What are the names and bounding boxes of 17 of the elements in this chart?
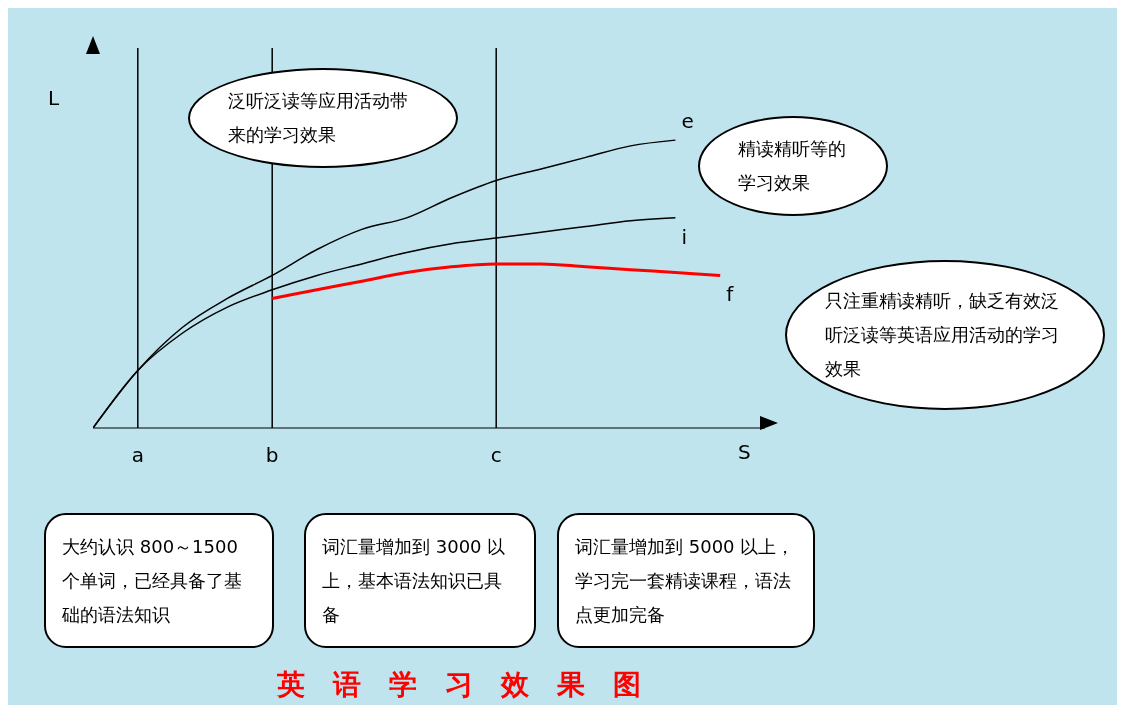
series-label: e [681,109,694,134]
annotation: 精读精听等的学习效果 [738,137,847,195]
annotation: 泛听泛读等应用活动带来的学习效果 [228,89,409,147]
speech-bubble: 词汇量增加到 3000 以上，基本语法知识已具备 [304,513,536,648]
speech-bubble: 大约认识 800～1500 个单词，已经具备了基础的语法知识 [44,513,274,648]
speech-bubble: 词汇量增加到 5000 以上，学习完一套精读课程，语法点更加完备 [557,513,815,648]
speech-bubble: 只注重精读精听，缺乏有效泛听泛读等英语应用活动的学习效果 [785,260,1105,410]
series-label: f [726,282,735,307]
x-axis-title: S [738,440,751,464]
x-tick-label: a [131,443,144,468]
speech-bubble: 精读精听等的学习效果 [698,116,888,216]
speech-bubble: 泛听泛读等应用活动带来的学习效果 [188,68,458,168]
y-axis-title: L [48,86,60,110]
x-tick-label: c [490,443,502,468]
series-label: i [681,224,687,249]
x-tick-label: b [265,443,279,468]
text: 英语学习效果图 [276,667,670,703]
